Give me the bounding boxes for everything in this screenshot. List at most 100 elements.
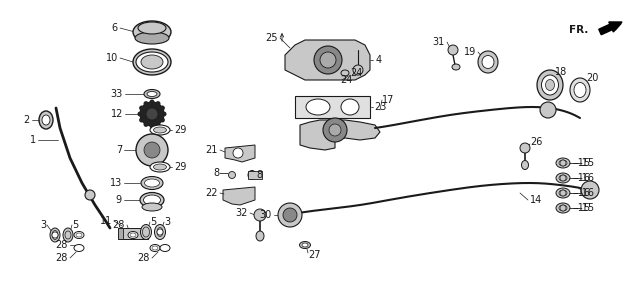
Circle shape xyxy=(146,108,158,120)
Circle shape xyxy=(52,232,58,238)
Ellipse shape xyxy=(160,244,170,251)
Text: 18: 18 xyxy=(555,67,567,77)
Text: 22: 22 xyxy=(205,188,218,198)
Text: 13: 13 xyxy=(109,178,122,188)
Circle shape xyxy=(156,122,161,127)
Circle shape xyxy=(161,112,166,117)
Ellipse shape xyxy=(154,127,166,133)
Text: 29: 29 xyxy=(174,162,186,172)
Circle shape xyxy=(160,105,165,110)
FancyArrow shape xyxy=(599,22,622,35)
Circle shape xyxy=(448,45,458,55)
Ellipse shape xyxy=(157,228,163,237)
Text: 21: 21 xyxy=(205,145,218,155)
Circle shape xyxy=(320,52,336,68)
Ellipse shape xyxy=(556,173,570,183)
Ellipse shape xyxy=(559,160,567,166)
Circle shape xyxy=(314,46,342,74)
Text: 28: 28 xyxy=(56,240,68,250)
Circle shape xyxy=(150,99,154,105)
Text: 28: 28 xyxy=(113,220,125,230)
Ellipse shape xyxy=(556,203,570,213)
Ellipse shape xyxy=(135,32,169,44)
Text: FR.: FR. xyxy=(568,25,588,35)
Ellipse shape xyxy=(138,22,166,34)
Circle shape xyxy=(560,190,566,196)
Ellipse shape xyxy=(63,228,73,242)
Circle shape xyxy=(560,175,566,181)
Ellipse shape xyxy=(306,99,330,115)
Text: 26: 26 xyxy=(530,137,542,147)
Text: —16: —16 xyxy=(573,173,595,183)
Ellipse shape xyxy=(559,205,567,211)
Circle shape xyxy=(140,102,164,126)
Text: 5: 5 xyxy=(72,220,78,230)
Ellipse shape xyxy=(154,164,166,170)
Circle shape xyxy=(353,65,363,75)
Circle shape xyxy=(520,143,530,153)
Circle shape xyxy=(581,181,599,199)
Circle shape xyxy=(283,208,297,222)
Ellipse shape xyxy=(248,171,256,180)
Text: 14: 14 xyxy=(530,195,542,205)
Ellipse shape xyxy=(128,232,138,239)
Circle shape xyxy=(278,203,302,227)
Text: 30: 30 xyxy=(260,210,272,220)
Ellipse shape xyxy=(133,21,171,43)
Text: 27: 27 xyxy=(308,250,321,260)
Ellipse shape xyxy=(141,225,152,239)
Ellipse shape xyxy=(228,171,236,178)
Ellipse shape xyxy=(141,55,163,69)
Ellipse shape xyxy=(522,160,529,169)
Circle shape xyxy=(139,105,144,110)
Ellipse shape xyxy=(556,158,570,168)
Text: 28: 28 xyxy=(56,253,68,263)
Text: 29: 29 xyxy=(174,125,186,135)
Circle shape xyxy=(150,124,154,128)
Circle shape xyxy=(254,209,266,221)
Text: 20: 20 xyxy=(586,73,598,83)
Text: 32: 32 xyxy=(236,208,248,218)
Ellipse shape xyxy=(143,227,150,237)
Circle shape xyxy=(233,148,243,158)
Text: —15: —15 xyxy=(573,203,595,213)
Ellipse shape xyxy=(74,244,84,251)
Text: 31: 31 xyxy=(433,37,445,47)
Ellipse shape xyxy=(42,115,50,125)
Circle shape xyxy=(85,190,95,200)
Text: —16: —16 xyxy=(569,188,591,198)
Circle shape xyxy=(136,134,168,166)
Ellipse shape xyxy=(341,99,359,115)
Polygon shape xyxy=(300,120,380,150)
Text: 11: 11 xyxy=(100,216,112,226)
Ellipse shape xyxy=(136,52,168,72)
Ellipse shape xyxy=(143,195,161,205)
Ellipse shape xyxy=(478,51,498,73)
Text: —15: —15 xyxy=(569,203,591,213)
Ellipse shape xyxy=(452,64,460,70)
Text: 24: 24 xyxy=(350,68,362,78)
Ellipse shape xyxy=(65,231,71,239)
Ellipse shape xyxy=(300,241,310,248)
Text: 28: 28 xyxy=(138,253,150,263)
Text: —15: —15 xyxy=(573,158,595,168)
Ellipse shape xyxy=(570,78,590,102)
Polygon shape xyxy=(285,40,370,80)
Circle shape xyxy=(560,160,566,166)
Ellipse shape xyxy=(133,49,171,75)
Polygon shape xyxy=(295,96,370,118)
Ellipse shape xyxy=(39,111,53,129)
Ellipse shape xyxy=(145,179,159,187)
Circle shape xyxy=(144,142,160,158)
Text: 10: 10 xyxy=(106,53,118,63)
Text: 2: 2 xyxy=(24,115,30,125)
Circle shape xyxy=(139,117,144,123)
Ellipse shape xyxy=(141,176,163,189)
Ellipse shape xyxy=(482,56,494,69)
Circle shape xyxy=(143,122,148,127)
Text: 3: 3 xyxy=(40,220,46,230)
Ellipse shape xyxy=(559,190,567,196)
Ellipse shape xyxy=(574,83,586,98)
Text: 3: 3 xyxy=(164,217,170,227)
Circle shape xyxy=(138,112,143,117)
